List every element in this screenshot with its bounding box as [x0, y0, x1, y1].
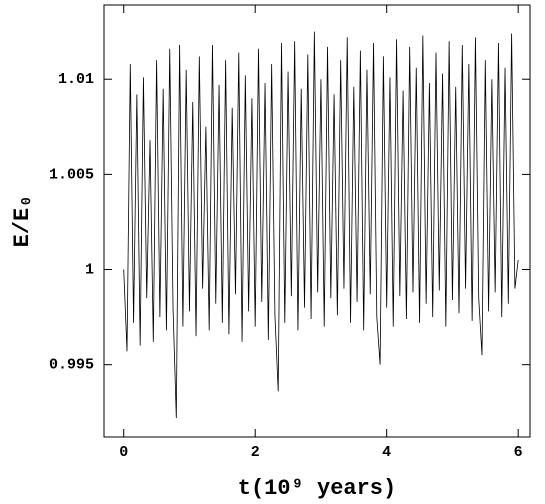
x-tick-label: 0 [119, 444, 128, 461]
x-tick-label: 6 [514, 444, 523, 461]
plot-frame [103, 4, 531, 438]
y-tick-label: 1.01 [58, 71, 94, 88]
y-tick-label: 1 [85, 261, 94, 278]
x-tick-label: 2 [251, 444, 260, 461]
y-tick-label: 1.005 [49, 166, 94, 183]
x-axis-label: t(10⁹ years) [238, 476, 396, 501]
y-tick-label: 0.995 [49, 357, 94, 374]
data-line [123, 31, 519, 418]
y-axis-label: E/E₀ [10, 195, 35, 248]
x-tick-label: 4 [382, 444, 391, 461]
